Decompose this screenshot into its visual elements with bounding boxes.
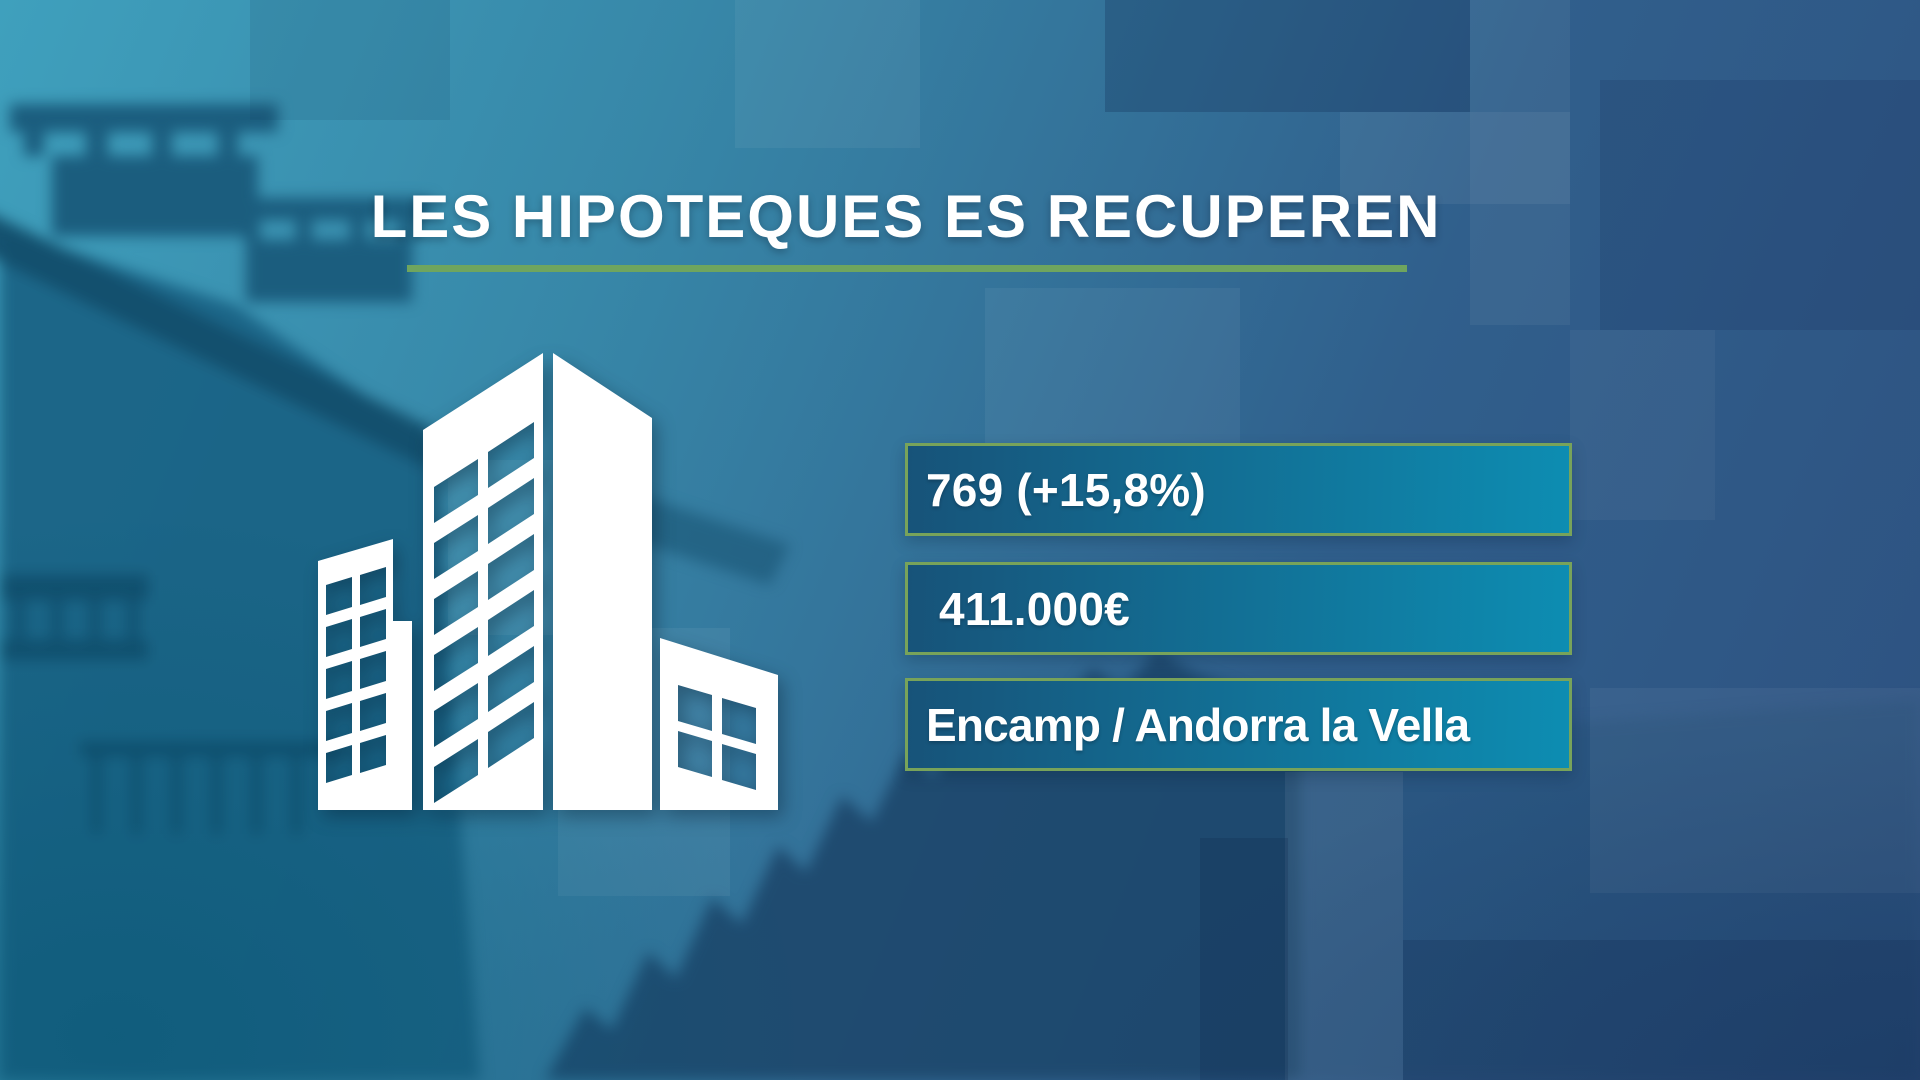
stat-box-mortgage-count: 769 (+15,8%) (905, 443, 1572, 536)
buildings-icon (318, 353, 778, 810)
stat-box-top-parishes: Encamp / Andorra la Vella (905, 678, 1572, 771)
page-title: LES HIPOTEQUES ES RECUPEREN (370, 183, 1442, 250)
title-underline (407, 265, 1407, 272)
stat-value-average-amount: 411.000€ (926, 582, 1130, 635)
stat-box-average-amount: 411.000€ (905, 562, 1572, 655)
stat-value-mortgage-count: 769 (+15,8%) (926, 463, 1206, 516)
stat-value-top-parishes: Encamp / Andorra la Vella (926, 698, 1470, 751)
